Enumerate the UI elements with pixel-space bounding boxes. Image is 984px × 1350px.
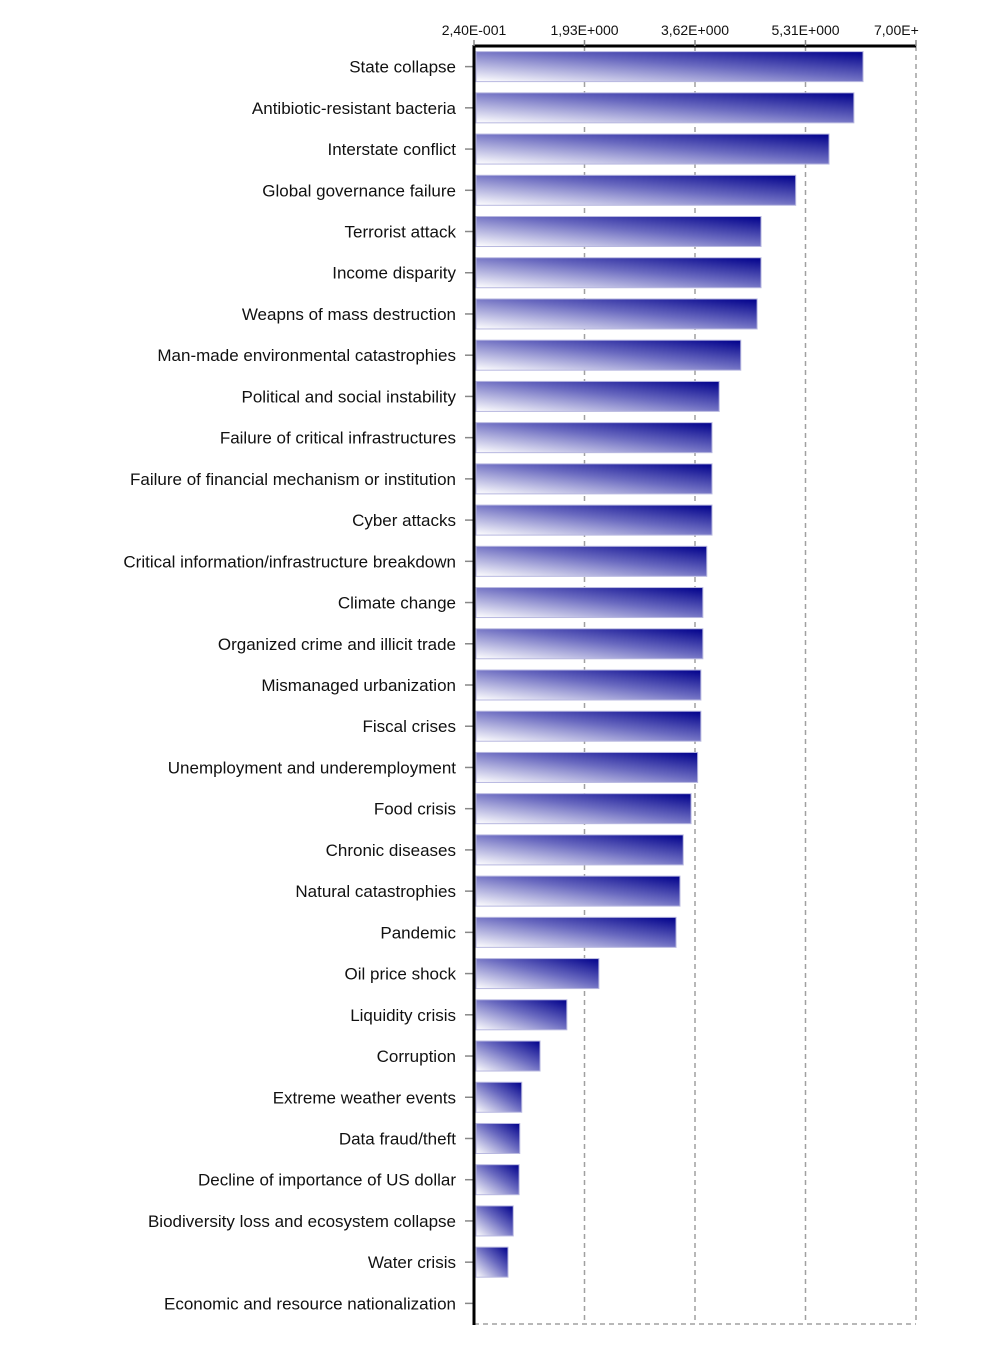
category-label: Cyber attacks bbox=[352, 511, 456, 530]
bar bbox=[475, 339, 742, 371]
bar bbox=[475, 174, 797, 206]
category-label: Data fraud/theft bbox=[339, 1129, 456, 1148]
x-tick-label: 7,00E+ bbox=[874, 22, 919, 38]
bar bbox=[475, 793, 692, 825]
bar bbox=[475, 257, 762, 289]
category-label: Terrorist attack bbox=[345, 223, 457, 242]
bar bbox=[475, 422, 713, 454]
category-label: Liquidity crisis bbox=[350, 1006, 456, 1025]
category-label: Chronic diseases bbox=[326, 841, 456, 860]
axes bbox=[465, 40, 917, 1325]
bar bbox=[475, 51, 864, 83]
category-label: Weapns of mass destruction bbox=[242, 305, 456, 324]
x-tick-labels: 2,40E-001 1,93E+000 3,62E+000 5,31E+000 7,00… bbox=[442, 22, 919, 38]
category-label: Interstate conflict bbox=[327, 140, 456, 159]
category-label: Economic and resource nationalization bbox=[164, 1294, 456, 1313]
bar bbox=[475, 999, 568, 1031]
category-labels: State collapse Antibiotic-resistant bacte… bbox=[123, 58, 456, 1314]
category-label: Critical information/infrastructure brea… bbox=[123, 552, 456, 571]
category-label: Antibiotic-resistant bacteria bbox=[252, 99, 457, 118]
bar bbox=[475, 1122, 521, 1154]
bars bbox=[475, 51, 864, 1278]
bar bbox=[475, 710, 702, 742]
x-tick-label: 5,31E+000 bbox=[771, 22, 839, 38]
category-label: Organized crime and illicit trade bbox=[218, 635, 456, 654]
bar bbox=[475, 958, 600, 990]
category-label: Extreme weather events bbox=[273, 1088, 456, 1107]
category-label: Oil price shock bbox=[345, 965, 457, 984]
bar bbox=[475, 133, 830, 165]
category-label: Decline of importance of US dollar bbox=[198, 1171, 456, 1190]
category-label: Mismanaged urbanization bbox=[261, 676, 456, 695]
bar bbox=[475, 875, 681, 907]
bar bbox=[475, 92, 855, 124]
bar bbox=[475, 1081, 523, 1113]
category-label: Pandemic bbox=[380, 923, 456, 942]
bar bbox=[475, 1205, 514, 1237]
x-tick-label: 2,40E-001 bbox=[442, 22, 507, 38]
category-label: Food crisis bbox=[374, 800, 456, 819]
bar bbox=[475, 587, 704, 619]
bar bbox=[475, 545, 708, 577]
bar bbox=[475, 298, 758, 330]
category-label: Income disparity bbox=[332, 264, 456, 283]
bar bbox=[475, 504, 713, 536]
category-label: Political and social instability bbox=[242, 387, 457, 406]
category-label: Fiscal crises bbox=[362, 717, 456, 736]
bar bbox=[475, 916, 677, 948]
bar bbox=[475, 1040, 541, 1072]
bar bbox=[475, 628, 704, 660]
bar bbox=[475, 463, 713, 495]
bar bbox=[475, 834, 684, 866]
category-label: Failure of critical infrastructures bbox=[220, 429, 456, 448]
bar bbox=[475, 669, 702, 701]
category-label: Natural catastrophies bbox=[295, 882, 456, 901]
category-label: Unemployment and underemployment bbox=[168, 758, 456, 777]
category-label: Failure of financial mechanism or instit… bbox=[130, 470, 456, 489]
bar bbox=[475, 1246, 509, 1278]
bar bbox=[475, 216, 762, 248]
bar bbox=[475, 1164, 520, 1196]
category-label: Man-made environmental catastrophies bbox=[157, 346, 456, 365]
category-label: Corruption bbox=[377, 1047, 456, 1066]
category-label: State collapse bbox=[349, 58, 456, 77]
category-label: Water crisis bbox=[368, 1253, 456, 1272]
category-label: Global governance failure bbox=[262, 181, 456, 200]
bar bbox=[475, 380, 720, 412]
category-label: Climate change bbox=[338, 594, 456, 613]
x-tick-label: 1,93E+000 bbox=[550, 22, 618, 38]
bar bbox=[475, 751, 699, 783]
x-tick-label: 3,62E+000 bbox=[661, 22, 729, 38]
category-label: Biodiversity loss and ecosystem collapse bbox=[148, 1212, 456, 1231]
